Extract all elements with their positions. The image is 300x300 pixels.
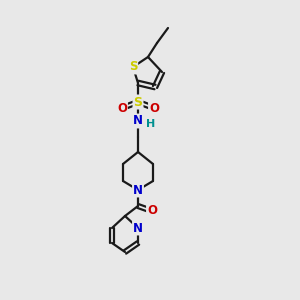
Text: N: N	[133, 115, 143, 128]
Text: H: H	[146, 119, 156, 129]
Text: S: S	[129, 61, 137, 74]
Text: O: O	[149, 101, 159, 115]
Text: N: N	[133, 221, 143, 235]
Text: O: O	[147, 205, 157, 218]
Text: S: S	[134, 95, 142, 109]
Text: N: N	[133, 184, 143, 196]
Text: O: O	[117, 101, 127, 115]
